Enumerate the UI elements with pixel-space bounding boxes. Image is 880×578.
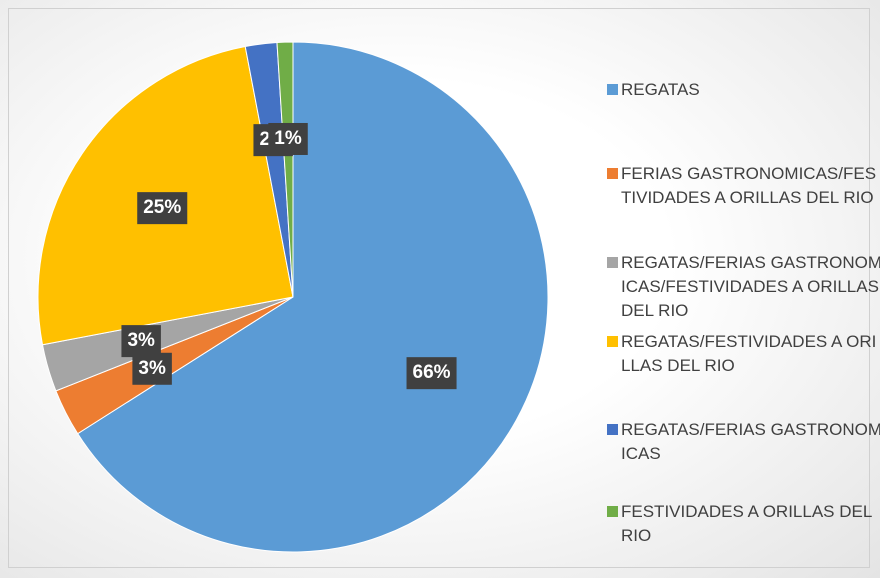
legend-swatch bbox=[607, 84, 618, 95]
legend-label: REGATAS bbox=[621, 80, 700, 99]
legend-entry: FERIAS GASTRONOMICAS/FESTIVIDADES A ORIL… bbox=[607, 162, 880, 210]
data-label-box bbox=[268, 122, 308, 155]
data-label: 3% bbox=[132, 352, 172, 385]
data-label-box bbox=[406, 357, 457, 390]
legend-label: FERIAS GASTRONOMICAS/FESTIVIDADES A ORIL… bbox=[621, 164, 877, 207]
legend-swatch bbox=[607, 257, 618, 268]
legend-swatch bbox=[607, 424, 618, 435]
pie-slice bbox=[276, 41, 294, 298]
data-label-box bbox=[121, 325, 161, 358]
legend-swatch bbox=[607, 168, 618, 179]
data-label: 25% bbox=[137, 192, 188, 225]
legend-swatch bbox=[607, 336, 618, 347]
data-label: 3% bbox=[121, 325, 161, 358]
legend-label: REGATAS/FESTIVIDADES A ORILLAS DEL RIO bbox=[621, 332, 877, 375]
legend-swatch bbox=[607, 506, 618, 517]
data-label-text: 3% bbox=[138, 358, 166, 379]
data-label-text: 1% bbox=[274, 128, 302, 149]
data-label-text: 3% bbox=[127, 330, 155, 351]
data-label: 66% bbox=[406, 357, 457, 390]
data-label-box bbox=[137, 192, 188, 225]
data-label-box bbox=[132, 352, 172, 385]
data-label-text: 66% bbox=[413, 362, 451, 383]
legend-label: REGATAS/FERIAS GASTRONOMICAS bbox=[621, 420, 880, 463]
data-label-text: 25% bbox=[143, 197, 181, 218]
legend-entry: REGATAS/FERIAS GASTRONOMICAS/FESTIVIDADE… bbox=[607, 251, 880, 323]
legend-label: REGATAS/FERIAS GASTRONOMICAS/FESTIVIDADE… bbox=[621, 253, 880, 320]
pie-slice bbox=[77, 41, 549, 553]
legend-entry: REGATAS/FERIAS GASTRONOMICAS bbox=[607, 418, 880, 466]
legend-entry: FESTIVIDADES A ORILLAS DEL RIO bbox=[607, 500, 880, 548]
legend-entry: REGATAS bbox=[607, 78, 880, 102]
legend-entry: REGATAS/FESTIVIDADES A ORILLAS DEL RIO bbox=[607, 330, 880, 378]
chart-frame bbox=[8, 8, 870, 568]
data-label: 1% bbox=[268, 122, 308, 155]
legend-label: FESTIVIDADES A ORILLAS DEL RIO bbox=[621, 502, 872, 545]
